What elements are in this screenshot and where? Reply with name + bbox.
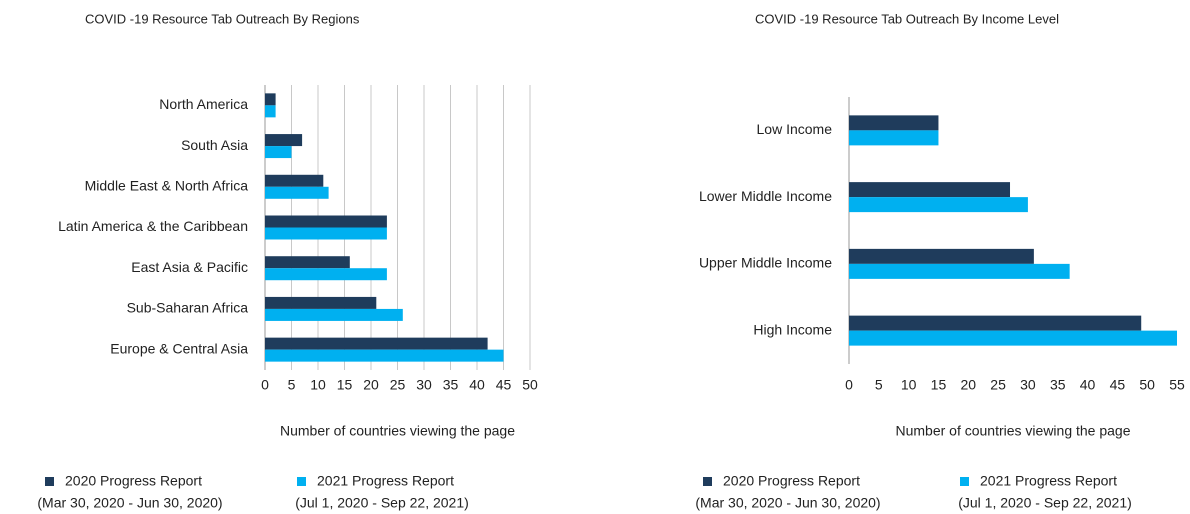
- legend-label: 2021 Progress Report: [980, 473, 1117, 489]
- bar: [849, 182, 1011, 198]
- bar: [849, 115, 939, 131]
- y-tick-label: Latin America & the Caribbean: [58, 218, 248, 234]
- x-tick-label: 30: [416, 377, 432, 393]
- bar: [849, 315, 1142, 331]
- x-tick-label: 30: [1020, 377, 1036, 393]
- y-tick-label: Europe & Central Asia: [110, 340, 248, 356]
- legend-swatch: [45, 477, 54, 486]
- legend-label: 2020 Progress Report: [723, 473, 860, 489]
- bar: [265, 268, 387, 281]
- y-tick-label: North America: [159, 96, 248, 112]
- x-tick-label: 50: [1139, 377, 1155, 393]
- legend-swatch: [703, 477, 712, 486]
- x-tick-label: 15: [337, 377, 353, 393]
- x-tick-label: 25: [990, 377, 1006, 393]
- x-tick-label: 25: [390, 377, 406, 393]
- x-tick-label: 20: [960, 377, 976, 393]
- x-tick-label: 15: [931, 377, 947, 393]
- x-tick-label: 5: [288, 377, 296, 393]
- bar: [265, 93, 276, 106]
- y-tick-label: Lower Middle Income: [699, 188, 832, 204]
- bar: [265, 105, 276, 118]
- x-tick-label: 0: [845, 377, 853, 393]
- legend-period: (Jul 1, 2020 - Sep 22, 2021): [295, 495, 469, 511]
- x-tick-label: 5: [875, 377, 883, 393]
- bar: [265, 349, 504, 362]
- x-tick-label: 40: [1080, 377, 1096, 393]
- x-tick-label: 10: [901, 377, 917, 393]
- x-tick-label: 45: [1110, 377, 1126, 393]
- legend-period: (Mar 30, 2020 - Jun 30, 2020): [695, 495, 880, 511]
- bar: [265, 227, 387, 240]
- y-tick-label: South Asia: [181, 137, 248, 153]
- x-tick-label: 10: [310, 377, 326, 393]
- legend-label: 2020 Progress Report: [65, 473, 202, 489]
- x-tick-label: 35: [1050, 377, 1066, 393]
- legend-period: (Jul 1, 2020 - Sep 22, 2021): [958, 495, 1132, 511]
- bar: [849, 263, 1070, 279]
- legend-swatch: [297, 477, 306, 486]
- bar: [265, 337, 488, 350]
- x-tick-label: 45: [496, 377, 512, 393]
- bar: [265, 308, 403, 321]
- bar: [265, 174, 324, 187]
- chart-title: COVID -19 Resource Tab Outreach By Regio…: [85, 11, 360, 26]
- legend-period: (Mar 30, 2020 - Jun 30, 2020): [37, 495, 222, 511]
- bar: [265, 186, 329, 199]
- bar: [265, 296, 377, 309]
- bar: [849, 130, 939, 146]
- y-tick-label: Sub-Saharan Africa: [127, 300, 249, 316]
- bar: [265, 256, 350, 269]
- bar: [265, 146, 292, 159]
- legend-label: 2021 Progress Report: [317, 473, 454, 489]
- bar: [265, 215, 387, 228]
- x-tick-label: 50: [522, 377, 538, 393]
- legend-swatch: [960, 477, 969, 486]
- x-tick-label: 35: [443, 377, 459, 393]
- bar: [849, 197, 1028, 213]
- y-tick-label: Middle East & North Africa: [85, 177, 249, 193]
- x-axis-title: Number of countries viewing the page: [280, 423, 515, 439]
- y-tick-label: Upper Middle Income: [699, 255, 832, 271]
- bar: [849, 248, 1034, 264]
- x-tick-label: 40: [469, 377, 485, 393]
- chart-title: COVID -19 Resource Tab Outreach By Incom…: [755, 11, 1059, 26]
- x-tick-label: 0: [261, 377, 269, 393]
- y-tick-label: East Asia & Pacific: [131, 259, 248, 275]
- x-tick-label: 20: [363, 377, 379, 393]
- y-tick-label: High Income: [753, 321, 832, 337]
- x-tick-label: 55: [1169, 377, 1185, 393]
- bar: [849, 330, 1177, 346]
- y-tick-label: Low Income: [757, 121, 833, 137]
- x-axis-title: Number of countries viewing the page: [895, 423, 1130, 439]
- bar: [265, 134, 303, 147]
